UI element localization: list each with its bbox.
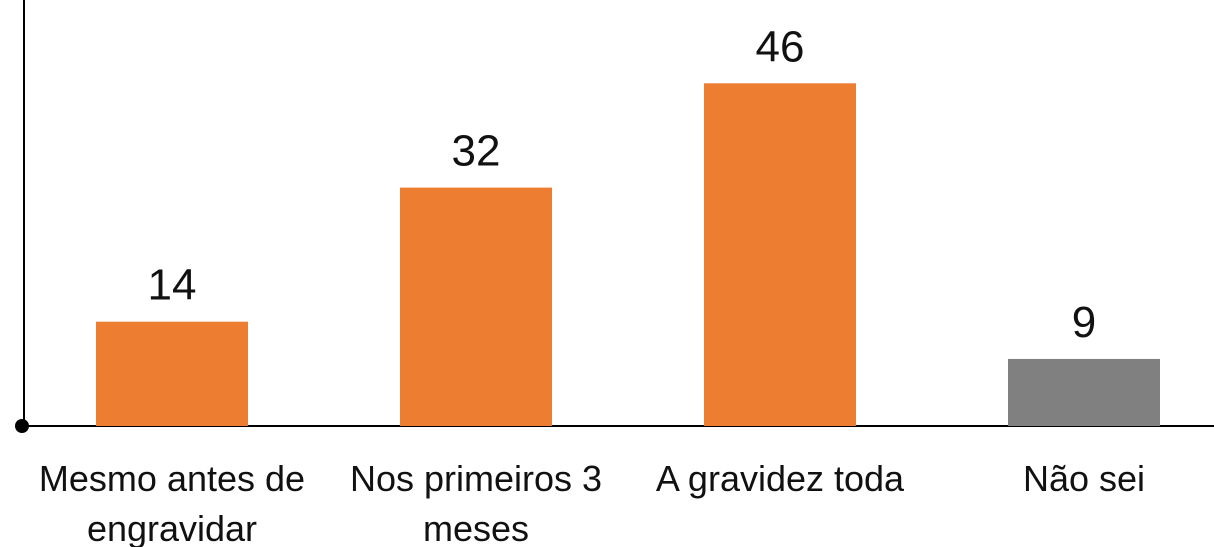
bar-4 [1008,358,1160,426]
category-label-line: Não sei [1023,458,1145,499]
bars-group [96,83,1160,427]
category-label-3: A gravidez toda [656,458,905,499]
category-label-2: Nos primeiros 3 meses [350,458,602,547]
category-label-line: A gravidez toda [656,458,905,499]
value-label-3: 46 [756,22,805,71]
bar-3 [704,83,856,427]
value-labels-group: 14 32 46 9 [148,22,1097,347]
category-label-4: Não sei [1023,458,1145,499]
category-label-line: Mesmo antes de [39,458,305,499]
category-labels-group: Mesmo antes de engravidar Nos primeiros 3 m… [39,458,1145,547]
bar-1 [96,321,248,426]
value-label-2: 32 [452,127,501,176]
category-label-line: meses [423,508,529,547]
value-label-1: 14 [148,261,197,310]
category-label-line: engravidar [87,508,257,547]
value-label-4: 9 [1072,298,1096,347]
axis-origin-dot [15,419,29,433]
bar-2 [400,187,552,426]
category-label-line: Nos primeiros 3 [350,458,602,499]
category-label-1: Mesmo antes de engravidar [39,458,305,547]
